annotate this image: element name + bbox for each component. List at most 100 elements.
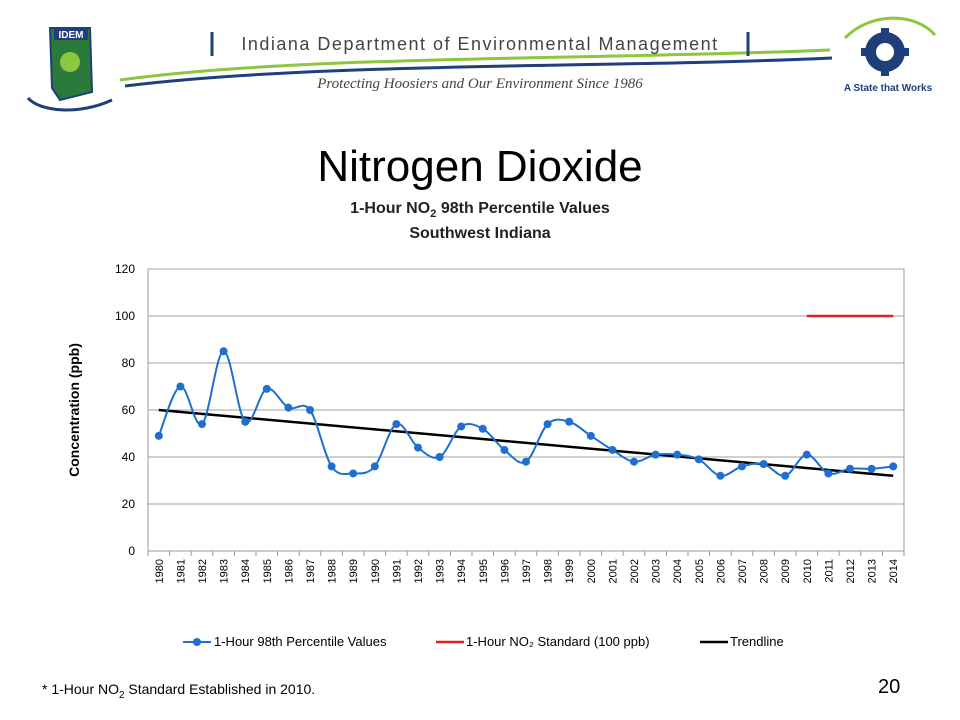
data-point bbox=[867, 464, 876, 473]
chart-title-sub: 2 bbox=[430, 208, 437, 221]
data-point bbox=[608, 445, 617, 454]
data-point bbox=[500, 445, 509, 454]
data-point bbox=[694, 455, 703, 464]
data-point bbox=[414, 443, 422, 452]
data-point bbox=[370, 462, 379, 471]
x-tick-label: 1981 bbox=[175, 559, 187, 583]
data-point bbox=[349, 469, 358, 478]
x-tick-label: 1997 bbox=[521, 559, 533, 583]
x-tick-label: 2002 bbox=[629, 559, 641, 583]
chart-subtitle: Southwest Indiana bbox=[409, 225, 551, 242]
x-tick-label: 2010 bbox=[802, 559, 814, 583]
x-tick-label: 2006 bbox=[715, 559, 727, 583]
data-point bbox=[630, 457, 638, 466]
data-point bbox=[219, 347, 228, 356]
x-tick-label: 2014 bbox=[888, 559, 900, 583]
footnote-suffix: Standard Established in 2010. bbox=[124, 681, 316, 697]
data-point bbox=[478, 424, 487, 433]
data-point bbox=[176, 382, 185, 391]
data-point bbox=[435, 453, 444, 461]
y-tick-label: 0 bbox=[128, 544, 135, 558]
x-tick-label: 2008 bbox=[759, 559, 771, 583]
x-tick-label: 1999 bbox=[564, 559, 576, 583]
trendline bbox=[158, 408, 894, 478]
org-name: Indiana Department of Environmental Mana… bbox=[241, 34, 718, 54]
data-point bbox=[241, 417, 250, 426]
data-point bbox=[651, 450, 660, 459]
page-number: 20 bbox=[878, 676, 901, 698]
data-point bbox=[846, 464, 854, 473]
x-tick-label: 2003 bbox=[651, 559, 663, 583]
x-tick-label: 1983 bbox=[219, 559, 231, 583]
x-tick-label: 2012 bbox=[845, 559, 857, 583]
slide-title: Nitrogen Dioxide bbox=[317, 142, 643, 191]
data-point bbox=[392, 420, 401, 429]
data-point bbox=[586, 431, 595, 440]
x-tick-label: 2001 bbox=[607, 559, 619, 583]
x-tick-label: 2007 bbox=[737, 559, 749, 583]
header-swoosh-blue bbox=[124, 56, 833, 88]
data-point bbox=[543, 420, 552, 429]
x-tick-label: 1994 bbox=[456, 559, 468, 583]
chart-title: 1-Hour NO2 98th Percentile Values bbox=[0, 200, 960, 220]
footnote-prefix: * 1-Hour NO bbox=[42, 681, 120, 697]
legend-label-standard: 1-Hour NO₂ Standard (100 ppb) bbox=[466, 634, 650, 649]
x-tick-label: 1998 bbox=[543, 559, 555, 583]
x-tick-label: 1993 bbox=[435, 559, 447, 583]
legend-label-98th-percentile: 1-Hour 98th Percentile Values bbox=[214, 634, 387, 649]
x-tick-label: 1984 bbox=[240, 559, 252, 583]
x-tick-label: 1990 bbox=[370, 559, 382, 583]
x-tick-label: 1989 bbox=[348, 559, 360, 583]
footnote-sub: 2 bbox=[119, 689, 125, 701]
x-tick-label: 1988 bbox=[327, 559, 339, 583]
x-tick-label: 2004 bbox=[672, 559, 684, 583]
header-swoosh-green bbox=[119, 48, 831, 82]
data-point bbox=[262, 384, 271, 393]
x-tick-label: 1986 bbox=[283, 559, 295, 583]
y-tick-label: 60 bbox=[122, 403, 136, 417]
x-tick-label: 1991 bbox=[391, 559, 403, 583]
x-tick-label: 2005 bbox=[694, 559, 706, 583]
x-tick-label: 1987 bbox=[305, 559, 317, 583]
data-point bbox=[284, 403, 293, 412]
footnote: * 1-Hour NO2 Standard Established in 201… bbox=[42, 681, 315, 701]
data-point bbox=[738, 462, 746, 471]
data-point bbox=[889, 462, 898, 471]
org-tagline: Protecting Hoosiers and Our Environment … bbox=[316, 76, 643, 92]
idem-logo-text: IDEM bbox=[59, 30, 84, 41]
x-tick-label: 1996 bbox=[499, 559, 511, 583]
chart-title-prefix: 1-Hour NO bbox=[350, 200, 431, 217]
x-tick-label: 1982 bbox=[197, 559, 209, 583]
data-point bbox=[154, 431, 163, 440]
data-point bbox=[716, 471, 725, 480]
y-tick-label: 120 bbox=[115, 262, 135, 276]
data-point bbox=[824, 469, 833, 478]
x-tick-label: 2013 bbox=[867, 559, 879, 583]
x-tick-label: 2000 bbox=[586, 559, 598, 583]
x-tick-label: 1992 bbox=[413, 559, 425, 583]
legend-marker-98th-percentile bbox=[193, 638, 201, 646]
x-tick-label: 2009 bbox=[780, 559, 792, 583]
idem-logo: IDEM bbox=[26, 27, 113, 112]
x-tick-label: 1995 bbox=[478, 559, 490, 583]
data-point bbox=[759, 460, 768, 469]
x-tick-label: 1985 bbox=[262, 559, 274, 583]
x-tick-label: 1980 bbox=[154, 559, 166, 583]
y-tick-label: 20 bbox=[122, 497, 136, 511]
x-tick-label: 2011 bbox=[823, 559, 835, 583]
state-that-works-logo: A State that Works bbox=[844, 16, 937, 94]
data-point bbox=[522, 457, 530, 466]
data-point bbox=[781, 471, 790, 480]
header-banner: IDEM Indiana Department of Environmental… bbox=[26, 16, 937, 112]
y-tick-label: 80 bbox=[122, 356, 136, 370]
y-axis-label: Concentration (ppb) bbox=[66, 343, 82, 477]
y-tick-label: 100 bbox=[115, 309, 135, 323]
data-point bbox=[327, 462, 336, 471]
legend-label-trendline: Trendline bbox=[730, 634, 784, 649]
data-point bbox=[565, 417, 574, 426]
data-point bbox=[198, 420, 206, 429]
y-tick-label: 40 bbox=[122, 450, 136, 464]
data-point bbox=[306, 406, 314, 414]
chart-title-suffix: 98th Percentile Values bbox=[436, 200, 610, 217]
